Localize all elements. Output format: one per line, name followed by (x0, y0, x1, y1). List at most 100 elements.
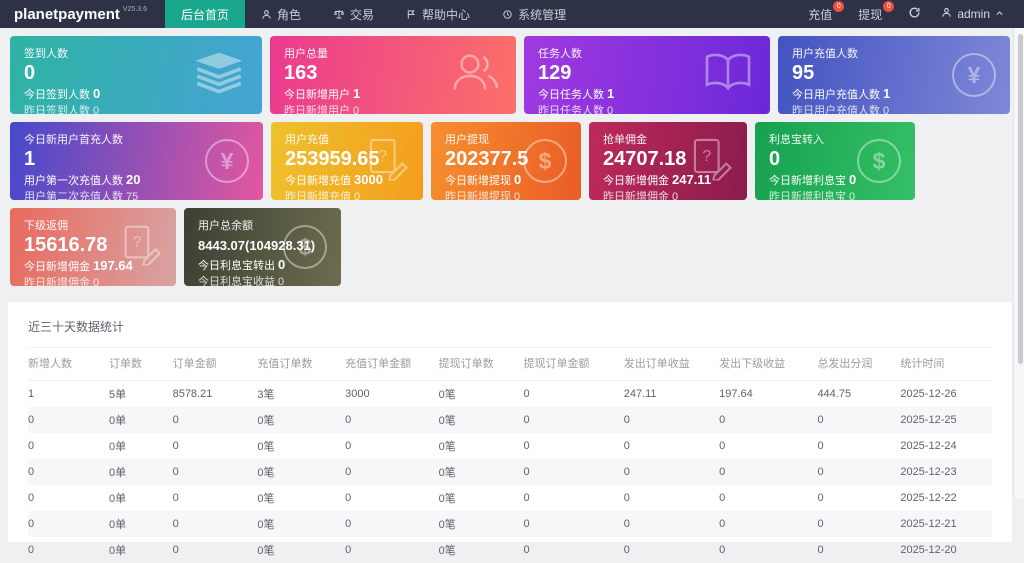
table-cell: 0 (28, 433, 109, 459)
layers-icon (190, 51, 248, 100)
table-cell: 0笔 (257, 459, 345, 485)
table-cell: 0 (817, 433, 900, 459)
withdraw-link[interactable]: 提现 0 (846, 0, 894, 28)
table-cell: 0 (523, 537, 623, 563)
table-cell: 0 (28, 511, 109, 537)
scrollbar[interactable] (1013, 28, 1024, 498)
table-cell: 197.64 (719, 381, 817, 408)
table-cell: 0 (173, 433, 258, 459)
table-cell: 0 (719, 407, 817, 433)
brand-version: V25.3.6 (123, 6, 147, 13)
refresh-button[interactable] (896, 0, 933, 28)
table-cell: 0笔 (439, 485, 524, 511)
person-icon (261, 9, 272, 20)
table-cell: 0 (173, 407, 258, 433)
stats-table: 新增人数 订单数 订单金额 充值订单数 充值订单金额 提现订单数 提现订单金额 … (28, 347, 992, 563)
table-cell: 0 (28, 537, 109, 563)
table-cell: 0单 (109, 433, 173, 459)
top-navbar: planetpayment V25.3.6 后台首页 角色 交易 帮助中心 系统… (0, 0, 1024, 28)
menu-label: 角色 (277, 6, 301, 23)
table-row: 0 0单 0 0笔 0 0笔 0 0 0 0 2025-12-25 (28, 407, 992, 433)
table-cell: 0 (345, 433, 439, 459)
table-cell: 0 (173, 485, 258, 511)
table-cell: 0 (817, 485, 900, 511)
table-cell: 0单 (109, 407, 173, 433)
table-cell: 0 (173, 511, 258, 537)
table-cell: 0单 (109, 537, 173, 563)
user-menu[interactable]: admin (935, 7, 1010, 21)
table-cell: 0 (719, 485, 817, 511)
table-cell: 0 (345, 537, 439, 563)
recharge-link[interactable]: 充值 0 (796, 0, 844, 28)
table-cell: 0 (624, 511, 719, 537)
flag-icon (406, 9, 417, 20)
clock-icon (502, 9, 513, 20)
table-cell: 444.75 (817, 381, 900, 408)
table-row: 0 0单 0 0笔 0 0笔 0 0 0 0 2025-12-22 (28, 485, 992, 511)
table-cell: 1 (28, 381, 109, 408)
scales-icon (333, 8, 345, 20)
table-cell: 2025-12-20 (900, 537, 992, 563)
table-cell: 0 (345, 407, 439, 433)
menu-item-dashboard[interactable]: 后台首页 (165, 0, 245, 28)
table-cell: 2025-12-21 (900, 511, 992, 537)
table-cell: 0笔 (257, 433, 345, 459)
users-icon (448, 50, 502, 101)
recharge-badge: 0 (833, 1, 844, 12)
dollar-circle-icon: $ (857, 139, 901, 183)
table-cell: 5单 (109, 381, 173, 408)
table-cell: 0 (173, 459, 258, 485)
col-header: 统计时间 (900, 348, 992, 381)
col-header: 发出下级收益 (719, 348, 817, 381)
table-cell: 0 (523, 511, 623, 537)
table-cell: 0 (28, 407, 109, 433)
doc-question-icon: ? (120, 224, 162, 271)
table-row: 0 0单 0 0笔 0 0笔 0 0 0 0 2025-12-24 (28, 433, 992, 459)
user-icon (941, 7, 952, 21)
yen-circle-icon: ¥ (205, 139, 249, 183)
table-cell: 0 (719, 511, 817, 537)
col-header: 订单金额 (173, 348, 258, 381)
scrollbar-thumb[interactable] (1018, 34, 1023, 364)
col-header: 提现订单金额 (523, 348, 623, 381)
table-cell: 0笔 (439, 511, 524, 537)
col-header: 新增人数 (28, 348, 109, 381)
brand-logo[interactable]: planetpayment V25.3.6 (0, 0, 165, 28)
stats-table-panel: 近三十天数据统计 新增人数 订单数 订单金额 充值订单数 充值订单金额 提现订单… (8, 302, 1012, 542)
menu-label: 帮助中心 (422, 6, 470, 23)
col-header: 充值订单金额 (345, 348, 439, 381)
navbar-right: 充值 0 提现 0 admin (796, 0, 1024, 28)
table-cell: 0笔 (439, 459, 524, 485)
table-cell: 0 (523, 381, 623, 408)
table-row: 1 5单 8578.21 3笔 3000 0笔 0 247.11 197.64 … (28, 381, 992, 408)
table-cell: 0 (817, 407, 900, 433)
menu-item-roles[interactable]: 角色 (245, 0, 317, 28)
table-cell: 8578.21 (173, 381, 258, 408)
table-cell: 0 (523, 433, 623, 459)
table-row: 0 0单 0 0笔 0 0笔 0 0 0 0 2025-12-20 (28, 537, 992, 563)
table-cell: 0 (817, 459, 900, 485)
table-cell: 0 (28, 459, 109, 485)
menu-item-help-center[interactable]: 帮助中心 (390, 0, 486, 28)
withdraw-label: 提现 (858, 6, 882, 23)
table-cell: 0 (345, 459, 439, 485)
table-cell: 0单 (109, 485, 173, 511)
svg-text:?: ? (133, 234, 142, 251)
menu-item-trade[interactable]: 交易 (317, 0, 390, 28)
menu-item-system[interactable]: 系统管理 (486, 0, 582, 28)
yen-circle-icon: ¥ (952, 53, 996, 97)
